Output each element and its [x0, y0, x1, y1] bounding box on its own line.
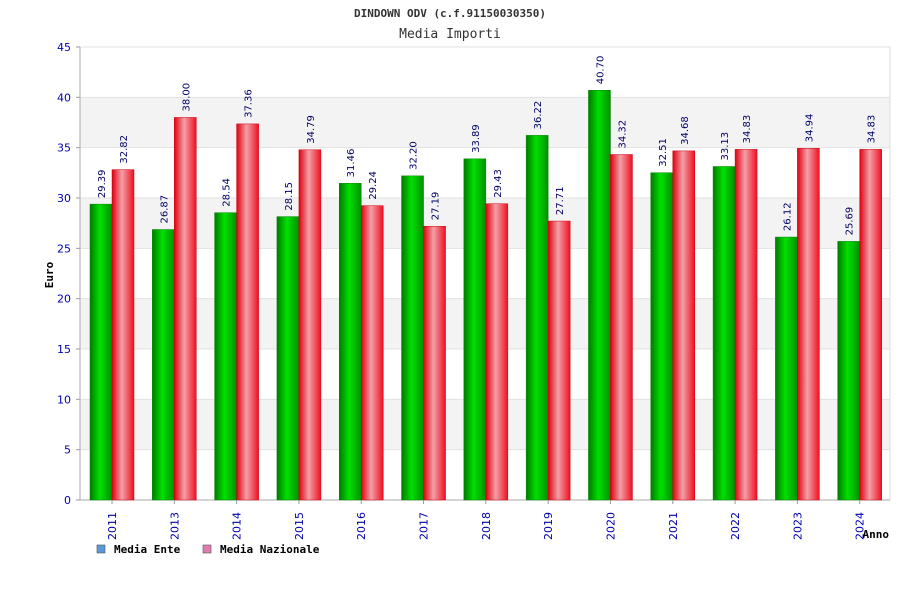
bars	[89, 90, 882, 501]
data-label: 32.51	[658, 138, 669, 167]
data-label: 27.19	[431, 192, 442, 221]
data-label: 32.20	[409, 141, 420, 170]
data-label: 33.89	[471, 124, 482, 153]
data-label: 40.70	[595, 56, 606, 85]
bar	[672, 150, 696, 501]
x-tick-label: 2017	[418, 512, 431, 540]
bar	[525, 135, 549, 501]
legend-swatch-media-nazionale	[202, 544, 212, 554]
x-tick-label: 2024	[854, 512, 867, 540]
legend-swatch-media-ente	[96, 544, 106, 554]
bar	[236, 123, 259, 501]
data-label: 26.12	[782, 202, 793, 231]
y-tick-label: 5	[64, 444, 71, 457]
chart-title: DINDOWN ODV (c.f.91150030350)	[354, 7, 546, 20]
data-label: 34.32	[617, 120, 628, 149]
bar	[463, 158, 487, 501]
bar	[797, 148, 820, 501]
bar	[859, 149, 882, 501]
data-label: 34.68	[680, 116, 691, 145]
bar	[775, 236, 798, 501]
data-label: 29.39	[97, 170, 108, 199]
x-tick-label: 2020	[604, 512, 617, 540]
data-label: 36.22	[533, 101, 544, 130]
plot-band	[80, 97, 890, 148]
data-label: 34.83	[742, 115, 753, 144]
y-tick-label: 25	[57, 242, 71, 255]
bar	[547, 220, 571, 501]
x-tick-label: 2022	[729, 512, 742, 540]
bar	[338, 183, 362, 501]
data-label: 37.36	[244, 89, 255, 118]
data-label: 31.46	[346, 149, 357, 178]
y-tick-label: 40	[57, 91, 71, 104]
bar	[174, 117, 197, 501]
legend-label-media-nazionale: Media Nazionale	[220, 543, 320, 556]
data-label: 38.00	[181, 83, 192, 112]
plot-band	[80, 47, 890, 98]
y-tick-label: 30	[57, 192, 71, 205]
y-tick-label: 45	[57, 41, 71, 54]
data-label: 28.54	[222, 178, 233, 207]
y-tick-label: 0	[64, 494, 71, 507]
x-tick-label: 2016	[355, 512, 368, 540]
legend: Media Ente Media Nazionale	[96, 543, 320, 556]
y-tick-label: 10	[57, 393, 71, 406]
x-tick-label: 2013	[168, 512, 181, 540]
bar	[650, 172, 674, 501]
bar	[360, 205, 384, 501]
bar	[734, 149, 758, 501]
bar	[712, 166, 736, 501]
x-tick-label: 2015	[293, 512, 306, 540]
legend-label-media-ente: Media Ente	[114, 543, 181, 556]
x-tick-label: 2014	[231, 512, 244, 540]
bar	[298, 149, 322, 501]
data-label: 25.69	[845, 207, 856, 236]
x-tick-label: 2021	[667, 512, 680, 540]
data-label: 34.79	[306, 115, 317, 144]
y-tick-label: 35	[57, 142, 71, 155]
data-label: 28.15	[284, 182, 295, 211]
data-label: 29.43	[493, 169, 504, 198]
bar	[401, 175, 424, 501]
bar	[111, 169, 135, 501]
data-label: 27.71	[555, 186, 566, 215]
bar	[423, 226, 446, 501]
data-label: 26.87	[159, 195, 170, 224]
data-label: 34.83	[867, 115, 878, 144]
bar	[89, 203, 113, 501]
bar	[152, 229, 175, 501]
chart-subtitle: Media Importi	[399, 27, 501, 42]
x-tick-label: 2018	[480, 512, 493, 540]
x-axis-label: Anno	[863, 528, 890, 541]
bar	[485, 203, 509, 501]
data-label: 33.13	[720, 132, 731, 161]
bar	[276, 216, 300, 501]
y-tick-label: 15	[57, 343, 71, 356]
x-tick-label: 2011	[106, 512, 119, 540]
data-label: 32.82	[119, 135, 130, 164]
bar	[610, 154, 633, 501]
x-axis-ticks: 2011 2013 2014 2015 2016 2017 2018 2019 2020 2021…	[106, 500, 867, 540]
y-axis-label: Euro	[43, 261, 56, 288]
x-tick-label: 2019	[542, 512, 555, 540]
bar	[837, 241, 860, 501]
bar	[214, 212, 237, 501]
y-tick-label: 20	[57, 293, 71, 306]
value-labels: 29.39 32.82 26.87 38.00 28.54 37.36 28.15 34.79…	[97, 56, 878, 236]
x-tick-label: 2023	[791, 512, 804, 540]
data-label: 29.24	[368, 171, 379, 200]
bar	[588, 90, 611, 501]
data-label: 34.94	[804, 114, 815, 143]
